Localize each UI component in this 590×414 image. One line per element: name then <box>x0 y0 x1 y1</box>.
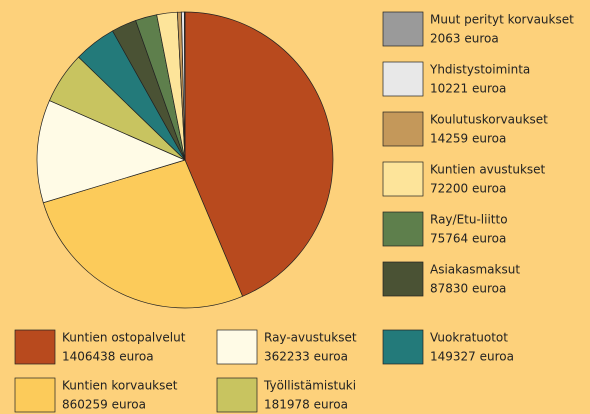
legend-swatch <box>382 211 424 247</box>
legend-label: Muut perityt korvaukset <box>430 13 574 27</box>
legend-label: Vuokratuotot <box>430 331 508 345</box>
legend-label: Kuntien avustukset <box>430 163 546 177</box>
legend-value: 87830 euroa <box>430 282 506 296</box>
legend-value: 362233 euroa <box>264 350 348 364</box>
legend-label: Työllistämistuki <box>263 379 356 393</box>
legend-value: 14259 euroa <box>430 132 506 146</box>
legend-value: 72200 euroa <box>430 182 506 196</box>
legend-label: Ray-avustukset <box>264 331 357 345</box>
legend-swatch <box>14 377 56 413</box>
legend-value: 10221 euroa <box>430 82 506 96</box>
pie-slice <box>36 100 187 204</box>
legend-label: Koulutuskorvaukset <box>430 113 548 127</box>
legend-value: 1406438 euroa <box>62 350 154 364</box>
pie-slice <box>42 159 244 309</box>
legend-value: 149327 euroa <box>430 350 514 364</box>
legend-label: Ray/Etu-liitto <box>430 213 508 227</box>
legend-swatch <box>382 261 424 297</box>
legend-label: Kuntien ostopalvelut <box>62 331 186 345</box>
legend-swatch <box>216 377 258 413</box>
legend-label: Yhdistystoiminta <box>429 63 530 77</box>
legend-label: Kuntien korvaukset <box>62 379 178 393</box>
legend-swatch <box>14 329 56 365</box>
legend-value: 2063 euroa <box>430 32 499 46</box>
legend-swatch <box>382 61 424 97</box>
legend-swatch <box>216 329 258 365</box>
pie-slice <box>184 11 186 161</box>
legend-swatch <box>382 329 424 365</box>
legend-value: 75764 euroa <box>430 232 506 246</box>
legend-value: 860259 euroa <box>62 398 146 412</box>
legend-swatch <box>382 161 424 197</box>
legend-label: Asiakasmaksut <box>430 263 520 277</box>
legend-value: 181978 euroa <box>264 398 348 412</box>
pie-slice <box>184 11 334 297</box>
legend-swatch <box>382 11 424 47</box>
legend-swatch <box>382 111 424 147</box>
